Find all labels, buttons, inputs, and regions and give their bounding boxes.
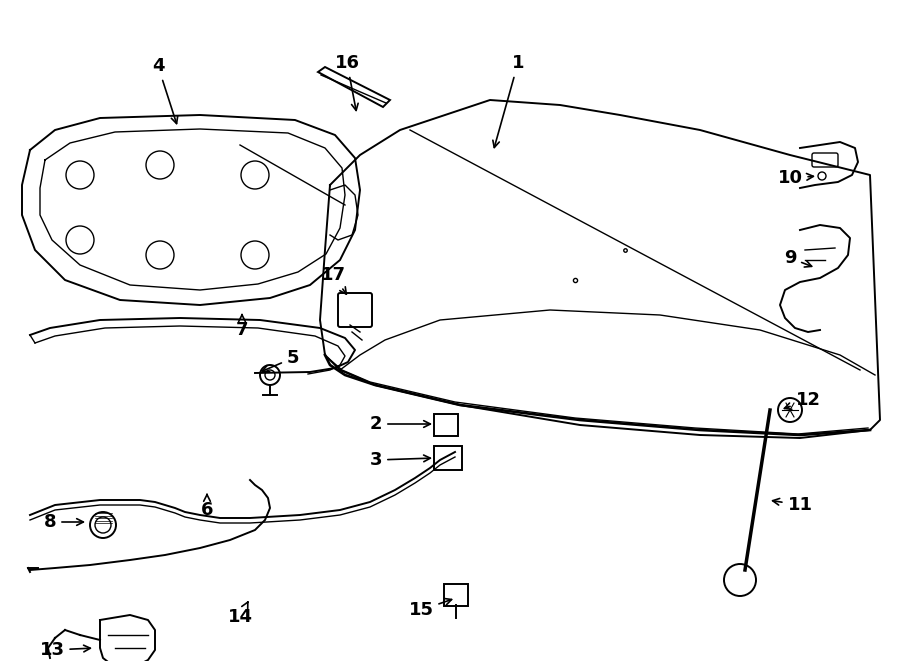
Text: 5: 5 xyxy=(262,349,299,371)
Polygon shape xyxy=(318,67,390,107)
Text: 15: 15 xyxy=(409,598,452,619)
FancyBboxPatch shape xyxy=(812,153,838,167)
Text: 10: 10 xyxy=(778,169,814,187)
Text: 6: 6 xyxy=(201,494,213,519)
Text: 11: 11 xyxy=(772,496,813,514)
FancyBboxPatch shape xyxy=(434,414,458,436)
Text: 1: 1 xyxy=(493,54,524,147)
Text: 13: 13 xyxy=(40,641,90,659)
Text: 4: 4 xyxy=(152,57,177,124)
Text: 16: 16 xyxy=(335,54,359,110)
Text: 2: 2 xyxy=(370,415,430,433)
Text: 8: 8 xyxy=(44,513,84,531)
Text: 17: 17 xyxy=(320,266,346,294)
FancyBboxPatch shape xyxy=(434,446,462,470)
FancyBboxPatch shape xyxy=(338,293,372,327)
Text: 7: 7 xyxy=(236,315,248,339)
Text: 12: 12 xyxy=(785,391,821,409)
Text: 14: 14 xyxy=(228,602,253,626)
FancyBboxPatch shape xyxy=(444,584,468,606)
Text: 9: 9 xyxy=(784,249,812,267)
Text: 3: 3 xyxy=(370,451,430,469)
